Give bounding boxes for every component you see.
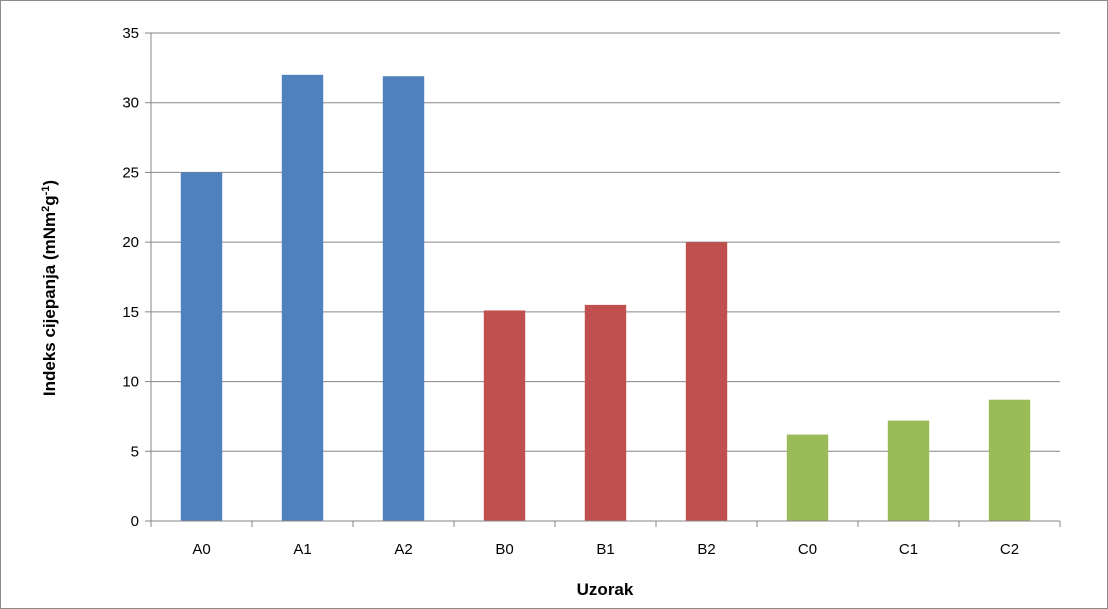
bar-B2 — [685, 242, 728, 521]
bar-A1 — [281, 74, 324, 521]
x-tick-label-C0: C0 — [798, 541, 817, 558]
bar-C1 — [887, 420, 930, 521]
x-tick-label-B2: B2 — [697, 541, 715, 558]
y-tick-label-30: 30 — [122, 95, 139, 112]
x-tick-label-B0: B0 — [495, 541, 513, 558]
bar-B0 — [483, 310, 526, 521]
y-axis-title-main: Indeks cijepanja (mNm — [40, 212, 59, 396]
y-tick-label-20: 20 — [122, 234, 139, 251]
x-tick-labels: A0 A1 A2 B0 B1 B2 C0 C1 C2 — [192, 541, 1019, 558]
x-axis-title: Uzorak — [577, 580, 634, 599]
y-axis-title: Indeks cijepanja (mNm2g-1) — [40, 180, 59, 396]
x-tick-label-C1: C1 — [899, 541, 918, 558]
bar-B1 — [584, 304, 627, 521]
y-axis-title-mid: g — [40, 195, 59, 205]
x-tick-label-B1: B1 — [596, 541, 614, 558]
y-tick-label-35: 35 — [122, 25, 139, 42]
bar-C2 — [988, 399, 1031, 521]
y-tick-labels: 0 5 10 15 20 25 30 35 — [122, 25, 139, 530]
y-tick-label-25: 25 — [122, 164, 139, 181]
bar-A2 — [382, 76, 425, 522]
bars — [180, 74, 1031, 522]
y-tick-label-0: 0 — [131, 513, 139, 530]
x-tick-label-A2: A2 — [394, 541, 412, 558]
x-tick-label-A1: A1 — [293, 541, 311, 558]
y-axis-title-sup-2: -1 — [40, 186, 52, 196]
bar-C0 — [786, 434, 829, 521]
x-tick-label-A0: A0 — [192, 541, 210, 558]
y-tick-label-15: 15 — [122, 304, 139, 321]
y-axis-title-end: ) — [40, 180, 59, 186]
axes — [145, 32, 1061, 527]
y-tick-label-10: 10 — [122, 374, 139, 391]
y-axis-title-sup-1: 2 — [40, 206, 52, 212]
y-tick-label-5: 5 — [131, 443, 139, 460]
x-tick-label-C2: C2 — [1000, 541, 1019, 558]
bar-A0 — [180, 172, 223, 521]
